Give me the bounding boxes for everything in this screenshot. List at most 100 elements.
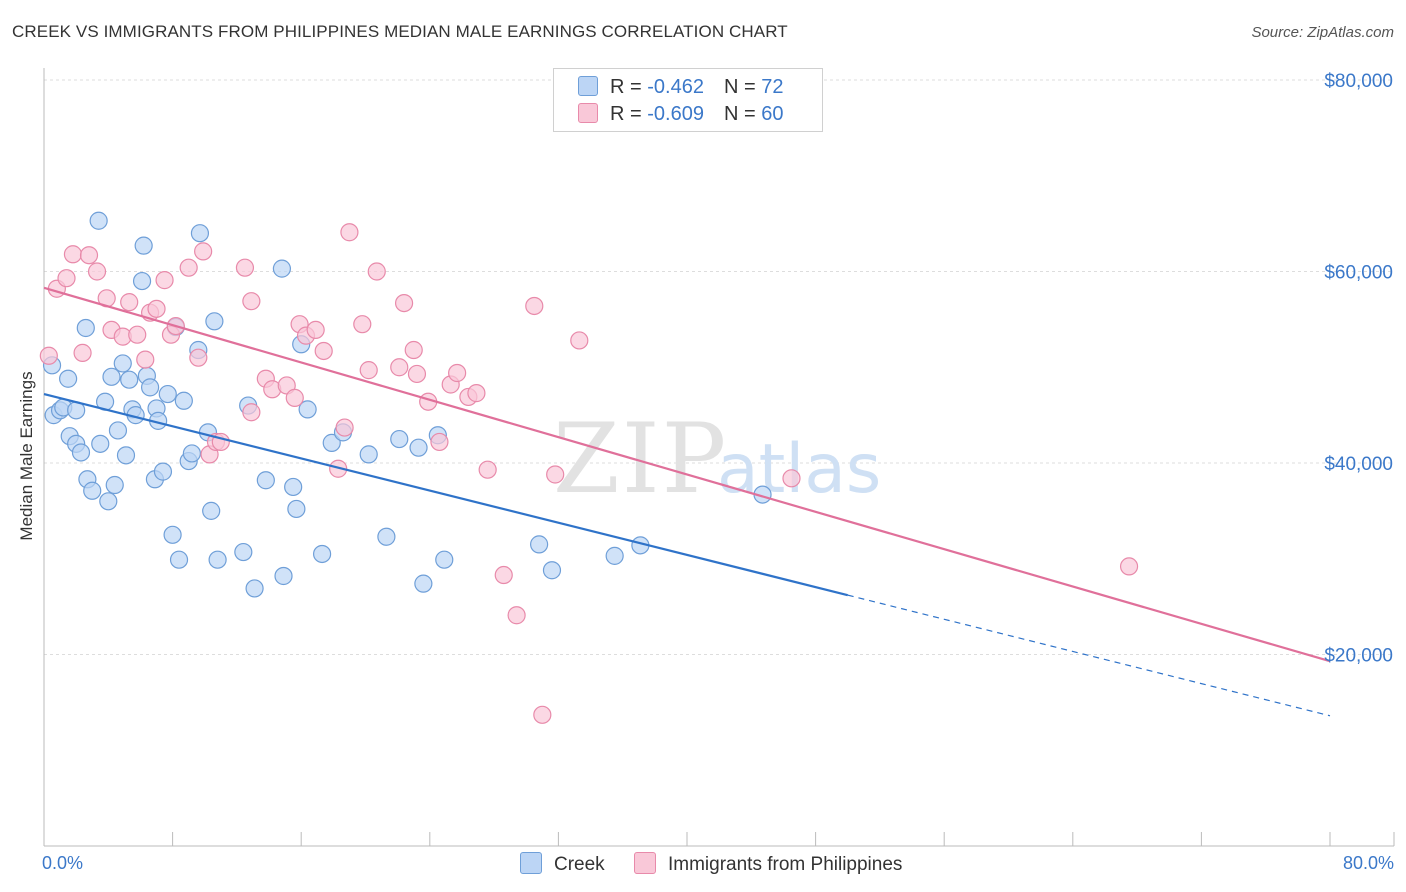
phil-point (1119, 557, 1139, 576)
phil-point (430, 432, 449, 452)
legend-r-label: R = (610, 103, 648, 125)
watermark-atlas: atlas (717, 430, 881, 509)
bottom-legend-creek-label: Creek (554, 854, 605, 875)
legend-r-label: R = (610, 76, 648, 98)
phil-point (404, 340, 423, 360)
phil-point (79, 246, 99, 265)
creek-point (435, 550, 454, 569)
phil-point (394, 293, 414, 313)
creek-point (134, 236, 153, 255)
stats-legend: R = -0.462 N = 72 R = -0.609 N = 60 (553, 68, 823, 132)
creek-point (116, 446, 136, 465)
phil-point (73, 343, 92, 362)
creek-point (605, 546, 624, 565)
phil-point (353, 315, 372, 334)
creek-point (102, 367, 121, 386)
watermark-zip: ZIP (553, 403, 728, 515)
creek-point (208, 550, 227, 569)
creek-point (234, 542, 253, 562)
creek-trend-extension (847, 594, 1331, 717)
bottom-legend-phil-label: Immigrants from Philippines (668, 854, 903, 875)
creek-point (287, 499, 306, 519)
legend-r-value-phil: -0.609 (647, 103, 704, 125)
phil-point (478, 460, 497, 479)
phil-point (359, 361, 378, 380)
legend-swatch-creek (578, 76, 598, 96)
phil-point (242, 292, 261, 311)
bottom-swatch-creek (520, 852, 542, 874)
creek-point (76, 318, 95, 338)
source-label: Source: ZipAtlas.com (1251, 24, 1394, 41)
x-max-label: 80.0% (1343, 853, 1394, 873)
axis-labels: $20,000 $40,000 $60,000 $80,000 (1324, 71, 1393, 667)
legend-n-value-phil: 60 (761, 103, 784, 125)
trend-lines (43, 286, 1331, 717)
creek-point (71, 443, 91, 462)
creek-point (274, 566, 293, 586)
phil-point (155, 271, 174, 290)
watermark: ZIP atlas (553, 403, 881, 515)
data-points (39, 211, 1139, 724)
y-axis-label: Median Male Earnings (17, 371, 36, 540)
creek-point (298, 400, 317, 419)
phil-point (467, 384, 486, 403)
legend-n-label: N = (723, 103, 762, 125)
creek-point (132, 271, 152, 291)
legend-r-value-creek: -0.462 (647, 76, 704, 98)
creek-point (108, 421, 128, 440)
creek-point (256, 471, 275, 490)
creek-point (163, 525, 182, 544)
creek-point (542, 561, 562, 580)
phil-point (147, 299, 166, 318)
legend-n-value-creek: 72 (761, 76, 784, 98)
creek-point (312, 544, 332, 564)
creek-point (530, 535, 549, 554)
legend-row-phil: R = -0.609 N = 60 (578, 103, 783, 126)
phil-point (189, 348, 208, 367)
y-tick-label: $60,000 (1324, 263, 1393, 284)
chart-title: CREEK VS IMMIGRANTS FROM PHILIPPINES MED… (12, 22, 788, 41)
phil-point (448, 363, 467, 383)
phil-point (546, 465, 565, 484)
creek-point (390, 429, 409, 449)
y-tick-label: $80,000 (1324, 71, 1393, 92)
creek-point (120, 370, 139, 389)
creek-point (89, 211, 108, 230)
creek-point (113, 354, 132, 373)
phil-point (242, 403, 261, 422)
phil-point (235, 258, 255, 277)
creek-point (153, 462, 173, 481)
creek-trend-line (43, 392, 849, 597)
legend-row-creek: R = -0.462 N = 72 (578, 76, 783, 99)
phil-point (179, 258, 198, 277)
creek-point (174, 391, 193, 410)
creek-point (322, 433, 341, 452)
phil-point (306, 320, 325, 340)
phil-point (340, 223, 359, 242)
x-min-label: 0.0% (42, 853, 83, 873)
phil-point (63, 245, 83, 264)
phil-point (136, 350, 155, 369)
phil-point (57, 269, 76, 288)
creek-point (83, 481, 102, 500)
phil-point (128, 325, 147, 344)
creek-point (409, 438, 428, 457)
gridlines (44, 79, 1394, 655)
creek-point (182, 444, 201, 463)
phil-point (39, 346, 58, 365)
creek-point (158, 384, 177, 404)
bottom-legend-phil: Immigrants from Philippines (634, 852, 902, 876)
legend-swatch-phil (578, 103, 598, 123)
creek-point (140, 378, 160, 397)
creek-point (205, 312, 224, 331)
phil-point (407, 364, 427, 384)
phil-point (570, 331, 589, 350)
phil-point (335, 418, 354, 437)
creek-point (245, 579, 264, 598)
bottom-swatch-phil (634, 852, 656, 874)
creek-point (99, 492, 118, 511)
phil-point (390, 358, 409, 377)
legend-n-label: N = (723, 76, 762, 98)
creek-point (59, 369, 78, 388)
